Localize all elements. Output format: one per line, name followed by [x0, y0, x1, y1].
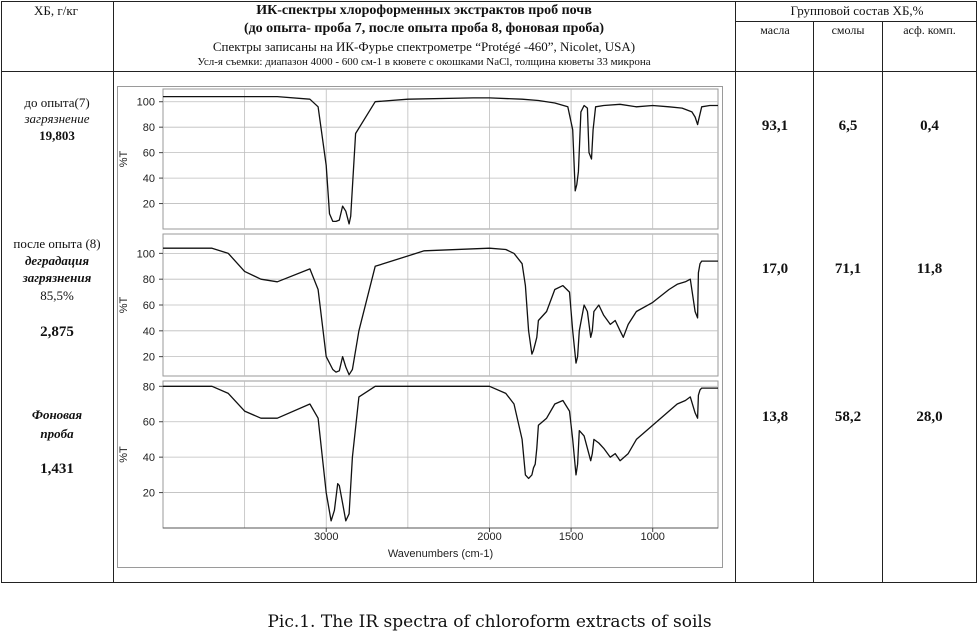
- row2-oils: 17,0: [761, 261, 789, 277]
- col-divider-4: [882, 21, 883, 583]
- title-line-2: (до опыта- проба 7, после опыта проба 8,…: [243, 21, 605, 36]
- row3-asphaltenes: 28,0: [916, 409, 943, 425]
- panel-2-spectrum-line: [163, 247, 718, 376]
- row3-value: 1,431: [40, 461, 74, 477]
- col-header-asphaltenes: асф. комп.: [903, 23, 956, 37]
- col-divider-3: [813, 21, 814, 583]
- panel-2-ytick-label-80: 80: [143, 274, 155, 286]
- col-divider-1: [113, 1, 114, 583]
- panel-2-ytick-label-20: 20: [143, 352, 155, 364]
- row2-resins: 71,1: [834, 261, 862, 277]
- panel-3-spectrum-line: [163, 385, 718, 522]
- figure-table: ХБ, г/кг ИК-спектры хлороформенных экстр…: [1, 1, 977, 583]
- panel-2-ytick-label-40: 40: [143, 326, 155, 338]
- row3-label-2: проба: [40, 426, 74, 441]
- group-header-divider: [735, 21, 977, 22]
- x-axis-label: Wavenumbers (cm-1): [388, 548, 493, 560]
- row1-sublabel: загрязнение: [24, 111, 90, 126]
- panel-3-ylabel: %T: [118, 446, 130, 463]
- panel-3-ytick-label-80: 80: [143, 381, 155, 393]
- panel-1-spectrum-line: [163, 95, 718, 225]
- panel-1-ytick-label-60: 60: [143, 148, 155, 160]
- panel-1-ylabel: %T: [118, 150, 130, 167]
- row1-label: до опыта(7): [24, 95, 90, 110]
- col-header-oils: масла: [760, 23, 790, 37]
- row2-value: 2,875: [40, 324, 74, 340]
- panel-1-box: [162, 88, 719, 230]
- col-divider-2: [735, 1, 736, 583]
- row1-resins: 6,5: [838, 118, 858, 134]
- row1-asphaltenes: 0,4: [920, 118, 939, 134]
- title-line-4: Усл-я съемки: диапазон 4000 - 600 см-1 в…: [197, 56, 651, 68]
- row3-label-1: Фоновая: [31, 407, 83, 422]
- title-line-3: Спектры записаны на ИК-Фурье спектрометр…: [212, 39, 636, 54]
- frame-bottom: [1, 582, 977, 583]
- panel-2-ylabel: %T: [118, 296, 130, 313]
- header-divider: [1, 71, 977, 72]
- row2-sublabel-1: деградация: [24, 253, 90, 268]
- frame-right: [976, 1, 977, 583]
- frame-top: [1, 1, 977, 2]
- row1-oils: 93,1: [761, 118, 789, 134]
- panel-1-ytick-label-100: 100: [137, 97, 155, 109]
- group-composition-header: Групповой состав ХБ,%: [790, 3, 924, 18]
- xtick-label-1000: 1000: [640, 531, 664, 543]
- mass-header: ХБ, г/кг: [34, 3, 78, 18]
- ir-spectra-chart: 20 40 60 80 100 %T 20 40 60 80 100 %T 20 40 60 80 %T 1000…: [117, 86, 723, 568]
- col-header-resins: смолы: [831, 23, 865, 37]
- row1-value: 19,803: [39, 128, 75, 143]
- panel-3-ytick-label-20: 20: [143, 488, 155, 500]
- panel-1-ytick-label-20: 20: [143, 199, 155, 211]
- row2-percent: 85,5%: [40, 288, 74, 303]
- row3-oils: 13,8: [761, 409, 789, 425]
- figure-caption: Pic.1. The IR spectra of chloroform extr…: [267, 612, 712, 632]
- panel-2-ytick-label-60: 60: [143, 300, 155, 312]
- row2-label: после опыта (8): [13, 236, 101, 251]
- panel-2-ytick-label-100: 100: [137, 248, 155, 260]
- xtick-label-3000: 3000: [314, 531, 338, 543]
- panel-1-ytick-label-40: 40: [143, 173, 155, 185]
- chart-frame: [117, 86, 723, 568]
- frame-left: [1, 1, 2, 583]
- row2-sublabel-2: загрязнения: [22, 270, 92, 285]
- panel-1-ytick-label-80: 80: [143, 122, 155, 134]
- xtick-label-1500: 1500: [559, 531, 583, 543]
- title-line-1: ИК-спектры хлороформенных экстрактов про…: [256, 3, 592, 18]
- panel-3-ytick-label-40: 40: [143, 452, 155, 464]
- panel-3-ytick-label-60: 60: [143, 417, 155, 429]
- row3-resins: 58,2: [834, 409, 862, 425]
- row2-asphaltenes: 11,8: [916, 261, 943, 277]
- xtick-label-2000: 2000: [477, 531, 501, 543]
